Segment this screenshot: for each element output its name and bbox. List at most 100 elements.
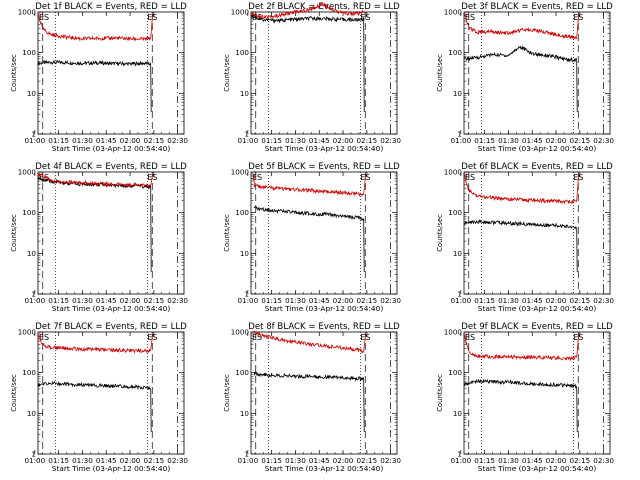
x-tick-label: 02:00 [120, 456, 141, 465]
x-tick-label: 02:15 [569, 136, 590, 145]
x-tick-label: 01:45 [96, 296, 117, 305]
plot-frame [250, 331, 398, 455]
y-tick-label: 1 [244, 290, 249, 299]
x-tick-label: 01:45 [309, 136, 330, 145]
x-tick-label: 02:15 [143, 296, 164, 305]
x-tick-label: 02:00 [333, 456, 354, 465]
x-axis-label: Start Time (03-Apr-12 00:54:40) [265, 304, 384, 313]
x-axis-label: Start Time (03-Apr-12 00:54:40) [478, 144, 597, 153]
x-tick-label: 02:15 [569, 456, 590, 465]
start-marker: ES [465, 333, 475, 342]
x-tick-label: 02:30 [380, 296, 401, 305]
x-tick-label: 01:00 [24, 296, 45, 305]
x-tick-label: 01:30 [72, 296, 93, 305]
y-axis-label: Counts/sec [10, 214, 18, 252]
detector-panel: Det 8f BLACK = Events, RED = LLD 1 10 100 10… [223, 322, 401, 473]
y-tick-label: 100 [448, 48, 462, 57]
start-marker: ES [465, 13, 475, 22]
lld-series-line [253, 173, 367, 197]
x-tick-label: 01:30 [72, 136, 93, 145]
x-tick-label: 01:45 [96, 136, 117, 145]
x-tick-label: 02:15 [143, 456, 164, 465]
x-tick-label: 01:45 [522, 456, 543, 465]
x-tick-label: 01:30 [72, 456, 93, 465]
x-tick-label: 02:30 [593, 296, 614, 305]
detector-panel: Det 7f BLACK = Events, RED = LLD 1 10 100 10… [10, 322, 188, 473]
y-axis-label: Counts/sec [223, 214, 231, 252]
events-series-line [463, 219, 578, 273]
lld-series-line [37, 13, 154, 42]
end-marker: ES [360, 13, 370, 22]
y-tick-label: 100 [22, 48, 36, 57]
x-tick-label: 01:30 [285, 456, 306, 465]
events-series-line [37, 59, 152, 113]
x-tick-label: 02:30 [380, 456, 401, 465]
x-tick-label: 02:00 [546, 456, 567, 465]
y-tick-label: 1000 [444, 8, 463, 17]
x-tick-label: 02:30 [593, 136, 614, 145]
y-tick-label: 100 [448, 368, 462, 377]
x-tick-label: 01:30 [498, 296, 519, 305]
x-tick-label: 01:00 [237, 456, 258, 465]
x-tick-label: 02:15 [356, 136, 377, 145]
plot-frame [37, 331, 185, 455]
y-axis-label: Counts/sec [10, 374, 18, 412]
events-series-line [253, 371, 365, 433]
y-tick-label: 1 [457, 290, 462, 299]
y-tick-label: 100 [235, 48, 249, 57]
x-tick-label: 01:15 [48, 296, 69, 305]
x-tick-label: 02:00 [333, 136, 354, 145]
x-tick-label: 01:45 [96, 456, 117, 465]
detector-panel: Det 2f BLACK = Events, RED = LLD11010010… [223, 2, 401, 153]
x-tick-label: 01:15 [474, 456, 495, 465]
start-marker: ES [39, 333, 49, 342]
events-series-line [250, 13, 365, 113]
lld-series-line [463, 332, 580, 362]
panel-title: Det 4f BLACK = Events, RED = LLD [35, 162, 187, 172]
y-tick-label: 1000 [231, 8, 250, 17]
x-tick-label: 01:30 [285, 136, 306, 145]
x-tick-label: 01:00 [237, 136, 258, 145]
events-series-line [37, 380, 152, 433]
detector-panel: Det 3f BLACK = Events, RED = LLD 1 10 100 10… [436, 2, 614, 153]
y-tick-label: 1000 [18, 168, 37, 177]
detector-panel: Det 4f BLACK = Events, RED = LLD 1 10 100 10… [10, 162, 188, 313]
x-tick-label: 02:30 [380, 136, 401, 145]
x-tick-label: 02:30 [167, 296, 188, 305]
lld-series-line [37, 172, 154, 189]
x-tick-label: 01:15 [261, 456, 282, 465]
x-tick-label: 02:15 [569, 296, 590, 305]
y-tick-label: 10 [240, 89, 250, 98]
y-axis-label: Counts/sec [436, 374, 444, 412]
x-axis-label: Start Time (03-Apr-12 00:54:40) [52, 304, 171, 313]
y-tick-label: 100 [235, 208, 249, 217]
y-tick-label: 10 [453, 89, 463, 98]
y-tick-label: 1000 [444, 168, 463, 177]
x-tick-label: 02:00 [120, 136, 141, 145]
detector-panel: Det 1f BLACK = Events, RED = LLD 1 10 100 10… [10, 2, 188, 153]
y-axis-label: Counts/sec [436, 214, 444, 252]
start-marker: ES [252, 333, 262, 342]
y-tick-label: 100 [22, 208, 36, 217]
panel-title: Det 9f BLACK = Events, RED = LLD [461, 322, 613, 332]
x-tick-label: 01:15 [48, 136, 69, 145]
y-tick-label: 1 [457, 130, 462, 139]
x-tick-label: 02:00 [120, 296, 141, 305]
x-tick-label: 01:15 [48, 456, 69, 465]
panel-title: Det 7f BLACK = Events, RED = LLD [35, 322, 187, 332]
panel-title: Det 3f BLACK = Events, RED = LLD [461, 2, 613, 12]
y-tick-label: 1 [31, 290, 36, 299]
start-marker: ES [39, 13, 49, 22]
y-tick-label: 1 [457, 450, 462, 459]
x-tick-label: 01:45 [309, 296, 330, 305]
x-tick-label: 01:00 [24, 456, 45, 465]
lld-series-line [463, 173, 580, 205]
x-axis-label: Start Time (03-Apr-12 00:54:40) [478, 464, 597, 473]
x-tick-label: 02:00 [546, 296, 567, 305]
y-tick-label: 1000 [18, 8, 37, 17]
lld-series-line [250, 2, 366, 20]
x-tick-label: 01:00 [237, 296, 258, 305]
start-marker: ES [465, 173, 475, 182]
y-tick-label: 10 [27, 409, 37, 418]
y-axis-label: Counts/sec [223, 54, 231, 92]
